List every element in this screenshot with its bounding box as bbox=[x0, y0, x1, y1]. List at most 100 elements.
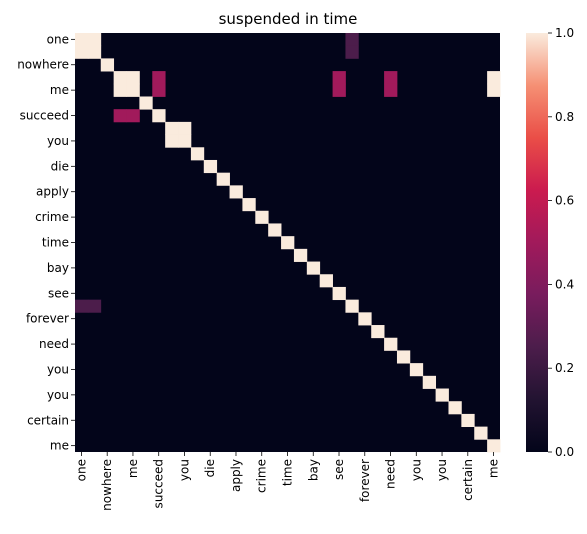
heatmap-cell bbox=[75, 45, 89, 59]
heatmap-cell bbox=[345, 45, 359, 59]
y-tick-label: one bbox=[47, 32, 69, 46]
y-tick-label: forever bbox=[26, 312, 69, 326]
y-tick-label: me bbox=[50, 83, 69, 97]
colorbar-tick-label: 0.2 bbox=[555, 361, 574, 375]
x-tick-label: succeed bbox=[152, 459, 166, 508]
heatmap-cell bbox=[332, 83, 346, 97]
heatmap-cell bbox=[358, 312, 372, 326]
heatmap-cell bbox=[75, 33, 89, 47]
heatmap-cell bbox=[487, 83, 501, 97]
heatmap-cell bbox=[203, 159, 218, 174]
colorbar-tick-label: 0.0 bbox=[555, 445, 574, 459]
y-tick-label: nowhere bbox=[17, 58, 69, 72]
y-tick-label: succeed bbox=[20, 109, 69, 123]
heatmap-cell bbox=[306, 261, 321, 275]
heatmap-cell bbox=[409, 363, 424, 377]
heatmap-cell bbox=[87, 33, 102, 47]
heatmap-cell bbox=[435, 388, 449, 402]
colorbar-tick-label: 0.6 bbox=[555, 194, 574, 208]
heatmap-cells bbox=[75, 33, 501, 453]
heatmap-cell bbox=[474, 426, 488, 440]
heatmap-cell bbox=[396, 350, 411, 364]
heatmap-cell bbox=[126, 71, 140, 85]
heatmap-cell bbox=[178, 121, 192, 135]
x-axis-ticks: one nowhere me succeed you die apply crime time b… bbox=[74, 452, 501, 511]
heatmap-cell bbox=[126, 83, 140, 97]
heatmap-cell bbox=[461, 413, 475, 428]
heatmap-cell bbox=[448, 401, 462, 415]
x-tick-label: see bbox=[332, 459, 346, 480]
colorbar-tick-label: 0.4 bbox=[555, 277, 574, 291]
heatmap-cell bbox=[152, 83, 166, 97]
x-tick-label: die bbox=[203, 459, 217, 477]
y-tick-label: crime bbox=[35, 210, 69, 224]
heatmap-cell bbox=[384, 83, 398, 97]
heatmap-cell bbox=[487, 71, 501, 85]
heatmap-cell bbox=[255, 210, 269, 224]
heatmap-cell bbox=[371, 325, 385, 339]
heatmap-cell bbox=[268, 223, 282, 237]
y-axis-ticks: one nowhere me succeed you die apply crime time b… bbox=[17, 32, 75, 453]
heatmap-cell bbox=[87, 45, 102, 59]
heatmap-cell bbox=[332, 71, 346, 85]
heatmap-cell bbox=[332, 286, 346, 301]
heatmap-cell bbox=[152, 109, 166, 123]
x-tick-label: forever bbox=[358, 459, 372, 502]
heatmap-cell bbox=[75, 299, 89, 313]
x-tick-label: me bbox=[487, 459, 501, 478]
heatmap-cell bbox=[87, 299, 102, 313]
y-tick-label: time bbox=[42, 236, 69, 250]
x-tick-label: need bbox=[384, 459, 398, 489]
x-tick-label: crime bbox=[255, 459, 269, 493]
heatmap-cell bbox=[113, 83, 127, 97]
heatmap-cell bbox=[422, 375, 437, 389]
heatmap-cell bbox=[113, 109, 127, 123]
y-tick-label: certain bbox=[27, 413, 69, 427]
colorbar-tick-label: 0.8 bbox=[555, 110, 574, 124]
heatmap-cell bbox=[190, 147, 205, 161]
y-tick-label: see bbox=[48, 286, 69, 300]
x-tick-label: you bbox=[409, 459, 423, 481]
heatmap-cell bbox=[139, 96, 153, 110]
x-tick-label: apply bbox=[229, 459, 243, 492]
colorbar-tick-label: 1.0 bbox=[555, 26, 574, 40]
y-tick-label: me bbox=[50, 439, 69, 453]
x-tick-label: time bbox=[281, 459, 295, 486]
y-tick-label: apply bbox=[36, 185, 69, 199]
heatmap-cell bbox=[152, 71, 166, 85]
colorbar bbox=[526, 33, 548, 452]
heatmap-cell bbox=[487, 439, 501, 453]
colorbar-ticks: 0.0 0.2 0.4 0.6 0.8 1.0 bbox=[548, 26, 574, 459]
heatmap-cell bbox=[345, 299, 359, 313]
x-tick-label: you bbox=[435, 459, 449, 481]
heatmap-cell bbox=[281, 236, 295, 250]
heatmap-cell bbox=[229, 185, 243, 199]
y-tick-label: you bbox=[47, 388, 69, 402]
y-tick-label: die bbox=[51, 159, 69, 173]
x-tick-label: bay bbox=[306, 459, 320, 481]
heatmap-cell bbox=[100, 58, 115, 72]
heatmap-cell bbox=[384, 337, 398, 351]
heatmap-cell bbox=[165, 121, 179, 135]
heatmap-cell bbox=[242, 198, 256, 212]
x-tick-label: one bbox=[74, 459, 88, 481]
heatmap-cell bbox=[165, 134, 179, 148]
y-tick-label: bay bbox=[47, 261, 69, 275]
y-tick-label: you bbox=[47, 134, 69, 148]
heatmap-cell bbox=[384, 71, 398, 85]
x-tick-label: certain bbox=[461, 459, 475, 501]
heatmap-cell bbox=[113, 71, 127, 85]
x-tick-label: me bbox=[126, 459, 140, 478]
x-tick-label: you bbox=[177, 459, 191, 481]
x-tick-label: nowhere bbox=[100, 459, 114, 511]
chart-title: suspended in time bbox=[219, 10, 358, 28]
heatmap-cell bbox=[293, 248, 308, 262]
heatmap-cell bbox=[216, 172, 230, 186]
heatmap-cell bbox=[319, 274, 333, 288]
heatmap-cell bbox=[345, 33, 359, 47]
heatmap-cell bbox=[178, 134, 192, 148]
heatmap-cell bbox=[126, 109, 140, 123]
y-tick-label: need bbox=[39, 337, 69, 351]
